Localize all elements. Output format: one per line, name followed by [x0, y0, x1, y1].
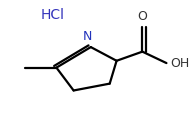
Text: N: N — [83, 29, 92, 42]
Text: OH: OH — [170, 57, 189, 70]
Text: O: O — [138, 10, 147, 23]
Text: HCl: HCl — [41, 8, 65, 22]
